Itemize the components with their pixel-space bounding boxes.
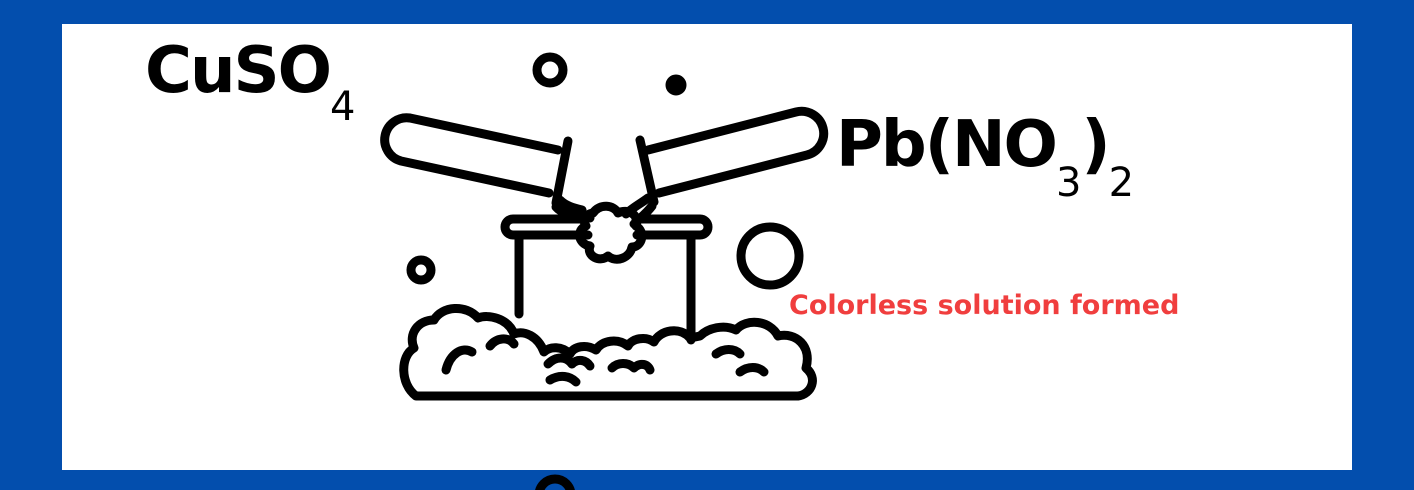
test-tube-icon: [621, 106, 829, 229]
test-tube-icon: [380, 113, 595, 223]
bubble-icon: [736, 222, 804, 290]
bubble-icon: [665, 74, 687, 96]
observation-label: Colorless solution formed: [789, 290, 1180, 321]
bubble-icon: [535, 474, 575, 490]
formula-subscript: 4: [330, 84, 356, 130]
reactant-right-formula: Pb(NO3)2: [836, 108, 1134, 206]
bubble-icon: [406, 255, 436, 285]
formula-close-paren: ): [1081, 108, 1110, 182]
bubble-icon: [532, 52, 568, 88]
reactant-left-formula: CuSO4: [145, 34, 355, 130]
formula-subscript: 3: [1055, 160, 1082, 206]
beaker-icon: [500, 214, 713, 345]
foam-icon: [399, 304, 817, 401]
formula-main: CuSO: [145, 34, 332, 108]
formula-subscript: 2: [1108, 160, 1135, 206]
formula-main: Pb(NO: [836, 108, 1058, 182]
splash-icon: [575, 201, 647, 264]
